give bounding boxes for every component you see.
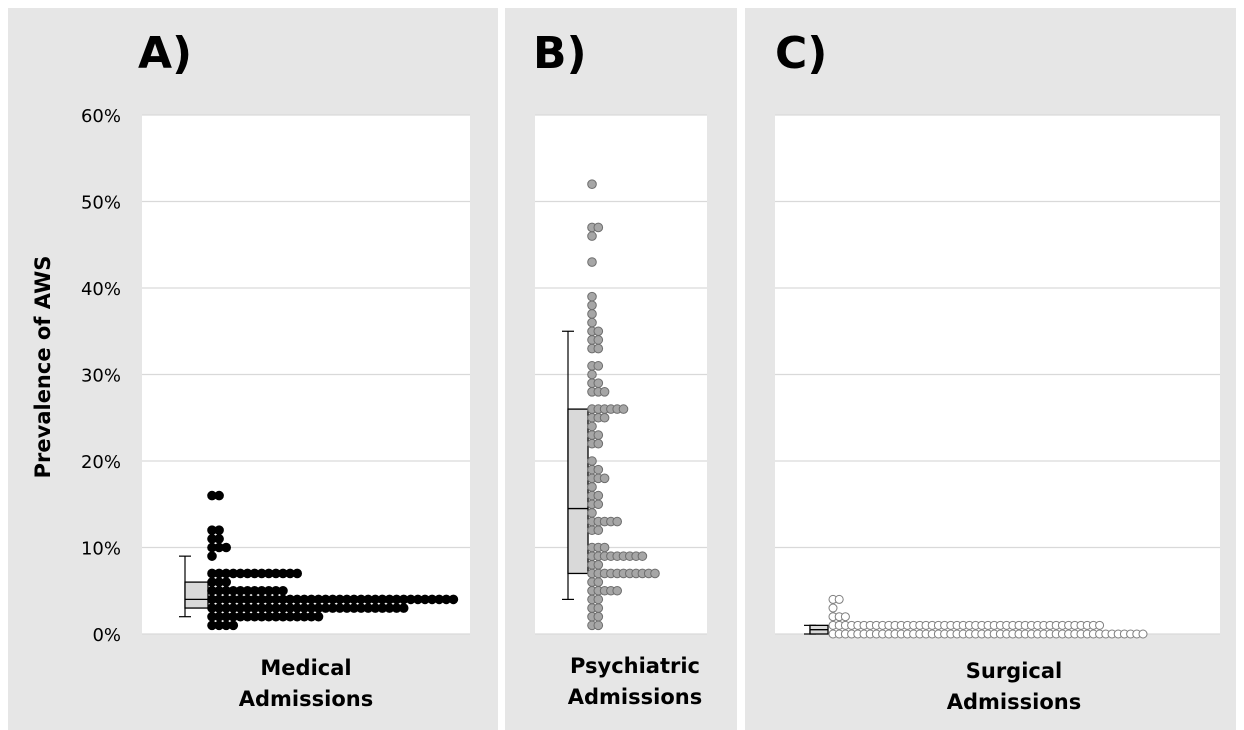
- data-dot: [593, 438, 604, 449]
- y-tick-label: 20%: [81, 452, 121, 473]
- data-dot: [650, 568, 660, 579]
- panel-a-category-line1: Medical: [260, 656, 351, 680]
- data-dot: [593, 560, 604, 570]
- box-plots: [179, 330, 829, 635]
- data-dot: [587, 482, 597, 492]
- y-axis-title: Prevalence of AWS: [31, 256, 55, 479]
- panel-a-category-line2: Admissions: [239, 687, 373, 711]
- data-dot: [448, 594, 459, 605]
- data-dot: [398, 603, 409, 613]
- data-dot: [599, 387, 610, 397]
- data-dot: [214, 525, 224, 536]
- data-dot: [214, 490, 224, 501]
- data-dot: [1095, 620, 1105, 630]
- data-dot: [599, 542, 610, 553]
- data-dot: [593, 335, 604, 345]
- data-dot: [637, 551, 648, 561]
- data-dot: [599, 473, 610, 484]
- y-tick-label: 60%: [81, 106, 121, 127]
- data-dot: [593, 326, 604, 337]
- data-dot: [593, 525, 604, 536]
- data-dot: [593, 611, 604, 622]
- panel-c-letter: C): [775, 28, 827, 79]
- panel-a-letter: A): [138, 28, 192, 79]
- y-tick-label: 40%: [81, 279, 121, 300]
- panel-b-category-line2: Admissions: [568, 685, 702, 709]
- y-tick-label: 50%: [81, 193, 121, 214]
- data-dot: [292, 568, 303, 579]
- panel-b-letter: B): [533, 28, 587, 79]
- panel-b-category-line1: Psychiatric: [570, 654, 700, 678]
- y-tick-label: 30%: [81, 366, 121, 387]
- data-dot: [228, 620, 239, 631]
- data-dot: [587, 179, 597, 189]
- data-dot: [278, 585, 288, 596]
- panel-c-category-line1: Surgical: [966, 659, 1062, 683]
- data-dot: [587, 456, 597, 466]
- data-dot: [587, 300, 597, 311]
- data-dot: [313, 611, 324, 622]
- data-dot: [612, 585, 623, 596]
- y-tick-label: 0%: [92, 625, 121, 646]
- data-dot: [593, 594, 604, 605]
- data-dot: [1138, 629, 1148, 639]
- data-dot: [593, 222, 604, 233]
- data-dot: [207, 551, 217, 561]
- iqr-box: [184, 581, 209, 609]
- y-tick-labels: 0% 10% 20% 30% 40% 50% 60%: [81, 106, 121, 646]
- data-dot: [587, 291, 597, 302]
- data-dot: [593, 464, 604, 475]
- data-dot: [593, 343, 604, 354]
- data-dot: [840, 612, 850, 622]
- gridlines: [142, 114, 1220, 635]
- data-dot: [221, 577, 231, 587]
- data-dot: [828, 603, 838, 613]
- data-dot: [593, 430, 604, 440]
- iqr-box: [567, 408, 589, 575]
- data-dot: [221, 542, 231, 553]
- data-dot: [618, 404, 629, 414]
- data-dot: [593, 490, 604, 501]
- data-dot: [599, 412, 610, 423]
- data-dot: [593, 577, 604, 587]
- data-dot: [587, 421, 597, 432]
- panel-c-category-line2: Admissions: [947, 690, 1081, 714]
- data-dot: [587, 369, 597, 380]
- data-dot: [593, 499, 604, 510]
- data-dot: [587, 317, 597, 328]
- data-dot: [593, 603, 604, 613]
- data-dot: [593, 361, 604, 371]
- data-dot: [593, 378, 604, 388]
- data-dots: [207, 179, 1148, 639]
- data-dot: [834, 594, 844, 604]
- data-dot: [587, 508, 597, 518]
- data-dot: [612, 516, 623, 527]
- data-dot: [587, 231, 597, 241]
- data-dot: [214, 534, 224, 544]
- data-dot: [593, 620, 604, 631]
- y-tick-label: 10%: [81, 539, 121, 560]
- data-dot: [587, 257, 597, 267]
- data-dot: [587, 309, 597, 319]
